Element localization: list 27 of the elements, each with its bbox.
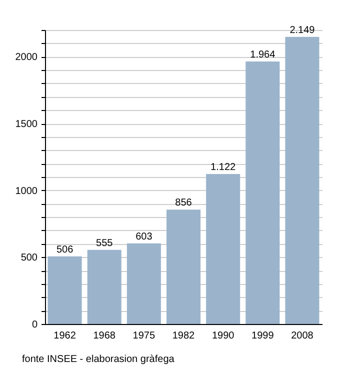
x-tick-label: 1982 — [172, 330, 196, 342]
y-tick-label: 1000 — [15, 186, 38, 197]
y-tick-label: 1500 — [15, 119, 38, 130]
bar — [48, 256, 82, 324]
data-label: 1.964 — [250, 50, 276, 61]
x-tick-label: 1962 — [54, 330, 76, 342]
data-label: 856 — [175, 198, 192, 209]
data-label: 1.122 — [210, 162, 236, 174]
x-tick-label: 1990 — [212, 330, 235, 342]
data-label: 603 — [136, 231, 153, 242]
y-tick-label: 2000 — [15, 52, 38, 64]
bar — [206, 174, 240, 324]
bar — [87, 250, 122, 324]
bar — [285, 36, 320, 324]
x-tick-label: 2008 — [291, 330, 314, 342]
x-tick-label: 1999 — [252, 330, 274, 342]
data-label: 506 — [56, 244, 74, 256]
bar — [246, 62, 280, 324]
y-tick-label: 0 — [32, 320, 38, 330]
bar — [166, 210, 201, 324]
x-tick-label: 1975 — [132, 330, 156, 342]
bar — [126, 243, 161, 324]
data-label: 2.149 — [290, 24, 316, 36]
data-label: 555 — [96, 238, 114, 249]
x-tick-label: 1968 — [93, 330, 116, 342]
source-note: fonte INSEE - elaborasion gràfega — [22, 354, 174, 365]
y-tick-label: 500 — [20, 252, 38, 264]
